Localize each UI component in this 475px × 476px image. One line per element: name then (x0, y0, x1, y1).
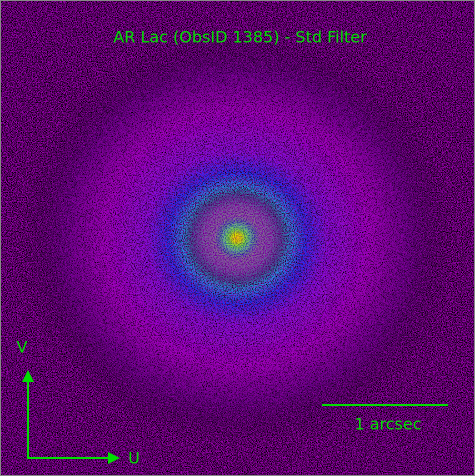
u-axis-label: U (128, 449, 140, 468)
u-arrow-head (108, 452, 120, 464)
v-axis-label: V (17, 338, 28, 357)
v-arrow-head (22, 370, 34, 382)
orientation-arrows (22, 370, 120, 464)
psf-core (182, 186, 292, 290)
image-title: AR Lac (ObsID 1385) - Std Filter (113, 28, 367, 47)
scale-bar-label: 1 arcsec (354, 415, 421, 434)
